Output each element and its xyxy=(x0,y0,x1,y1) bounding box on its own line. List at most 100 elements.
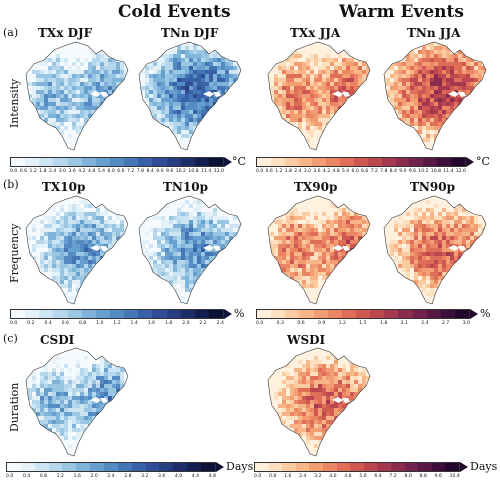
colorbar-tick-label: 2.4 xyxy=(294,169,302,174)
colorbar-tick-label: 8.4 xyxy=(146,169,154,174)
colorbar-arrow xyxy=(466,157,474,167)
colorbar-tick-label: 2.4 xyxy=(107,474,115,479)
colorbar-segment xyxy=(25,310,40,318)
colorbar-arrow xyxy=(460,462,468,472)
colorbar-tick-label: 9.0 xyxy=(156,169,164,174)
colorbar-segment xyxy=(166,158,181,166)
panel-title-tnn-jja: TNn JJA xyxy=(407,26,461,40)
colorbar-tick-label: 0.0 xyxy=(256,169,264,174)
panel-title-txx-djf: TXx DJF xyxy=(38,26,93,40)
colorbar-ticks: 0.0 0.4 0.8 1.2 1.6 2.0 2.4 2.8 3.2 3.6 4.0 4.4 4.8 xyxy=(6,474,216,479)
colorbar-segment xyxy=(454,310,470,318)
colorbar-segment xyxy=(95,310,110,318)
colorbar-tick-label: 0.0 xyxy=(10,169,18,174)
colorbar-segment xyxy=(282,463,296,471)
colorbar-tick-label: 2.1 xyxy=(400,321,408,326)
colorbar-segment xyxy=(67,310,82,318)
colorbar-duration-warm xyxy=(254,462,460,472)
colorbar-tick-label: 0.0 xyxy=(10,321,18,326)
colorbar-segment xyxy=(437,158,452,166)
colorbar-segment xyxy=(208,158,224,166)
colorbar-tick-label: 6.6 xyxy=(361,169,369,174)
colorbar-tick-label: 4.4 xyxy=(191,474,200,479)
map-tn90p xyxy=(383,195,487,305)
colorbar-ticks: 0.0 0.6 1.2 1.8 2.4 3.0 3.6 4.2 4.8 5.4 6.0 6.6 7.2 7… xyxy=(256,169,466,174)
colorbar-tick-label: 1.0 xyxy=(96,321,104,326)
colorbar-tick-label: 1.6 xyxy=(284,474,292,479)
colorbar-segment xyxy=(39,158,54,166)
colorbar-duration-cold xyxy=(6,462,216,472)
colorbar-segment xyxy=(173,463,188,471)
colorbar-tick-label: 6.0 xyxy=(107,169,115,174)
colorbar-segment xyxy=(451,158,465,166)
colorbar-segment xyxy=(426,310,441,318)
colorbar-segment xyxy=(336,463,351,471)
colorbar-tick-label: 5.4 xyxy=(341,169,350,174)
colorbar-segment xyxy=(257,158,271,166)
colorbar-segment xyxy=(377,463,391,471)
colorbar-segment xyxy=(255,463,269,471)
colorbar-tick-label: 1.6 xyxy=(73,474,81,479)
panel-title-txx-jja: TXx JJA xyxy=(290,26,341,40)
colorbar-segment xyxy=(398,310,413,318)
colorbar-tick-label: 4.2 xyxy=(78,169,86,174)
colorbar-tick-label: 8.0 xyxy=(404,474,412,479)
colorbar-tick-label: 0.8 xyxy=(269,474,277,479)
colorbar-tick-label: 10.8 xyxy=(188,169,199,174)
colorbar-unit: % xyxy=(480,307,491,320)
colorbar-segment xyxy=(11,158,26,166)
colorbar-tick-label: 7.2 xyxy=(370,169,378,174)
colorbar-tick-label: 0.9 xyxy=(317,321,326,326)
colorbar-tick-label: 3.6 xyxy=(158,474,166,479)
colorbar-segment xyxy=(159,463,174,471)
colorbar-segment xyxy=(390,463,405,471)
colorbar-segment xyxy=(81,310,96,318)
row-label-a: (a) xyxy=(3,26,19,39)
colorbar-segment xyxy=(194,158,209,166)
colorbar-segment xyxy=(20,463,35,471)
map-txx-djf xyxy=(25,41,129,151)
colorbar-segment xyxy=(445,463,459,471)
colorbar-segment xyxy=(124,158,139,166)
colorbar-segment xyxy=(180,310,195,318)
colorbar-tick-label: 1.2 xyxy=(338,321,346,326)
colorbar-tick-label: 3.2 xyxy=(141,474,149,479)
colorbar-ticks: 0.0 0.2 0.4 0.6 0.8 1.0 1.2 1.4 1.6 1.8 2.0 2.2 2.4 xyxy=(10,321,224,326)
colorbar-segment xyxy=(309,463,323,471)
colorbar-ticks: 0.0 0.6 1.2 1.8 2.4 3.0 3.6 4.2 4.8 5.4 6.0 6.6 7.2 7… xyxy=(10,169,224,174)
colorbar-segment xyxy=(299,310,314,318)
colorbar-tick-label: 2.4 xyxy=(299,474,307,479)
colorbar-segment xyxy=(152,310,167,318)
colorbar-segment xyxy=(90,463,105,471)
colorbar-tick-label: 3.0 xyxy=(58,169,67,174)
map-txx-jja xyxy=(267,41,371,151)
colorbar-segment xyxy=(25,158,40,166)
colorbar-segment xyxy=(138,158,153,166)
colorbar-tick-label: 2.0 xyxy=(90,474,98,479)
panel-title-tn90p: TN90p xyxy=(410,180,455,194)
colorbar-tick-label: 12.0 xyxy=(213,169,224,174)
colorbar-tick-label: 1.2 xyxy=(113,321,121,326)
colorbar-segment xyxy=(295,463,310,471)
colorbar-tick-label: 4.8 xyxy=(344,474,352,479)
colorbar-segment xyxy=(138,310,153,318)
colorbar-arrow xyxy=(224,309,232,319)
colorbar-tick-label: 0.4 xyxy=(22,474,31,479)
colorbar-tick-label: 3.0 xyxy=(462,321,470,326)
colorbar-intensity-cold xyxy=(10,157,224,167)
colorbar-tick-label: 8.4 xyxy=(389,169,397,174)
colorbar-tick-label: 1.5 xyxy=(359,321,367,326)
colorbar-unit: Days xyxy=(470,460,498,473)
colorbar-segment xyxy=(76,463,91,471)
colorbar-arrow xyxy=(470,309,478,319)
colorbar-ticks: 0.0 0.8 1.6 2.4 3.2 4.0 4.8 5.6 6.4 7.2 8.0 8.8 9.6 1… xyxy=(254,474,460,479)
cold-events-header: Cold Events xyxy=(118,2,231,22)
colorbar-segment xyxy=(440,310,455,318)
colorbar-frequency-warm xyxy=(256,309,470,319)
colorbar-segment xyxy=(48,463,63,471)
map-tn10p xyxy=(138,195,242,305)
colorbar-tick-label: 11.4 xyxy=(443,169,454,174)
colorbar-segment xyxy=(152,158,167,166)
colorbar-tick-label: 0.3 xyxy=(276,321,284,326)
colorbar-segment xyxy=(257,310,272,318)
